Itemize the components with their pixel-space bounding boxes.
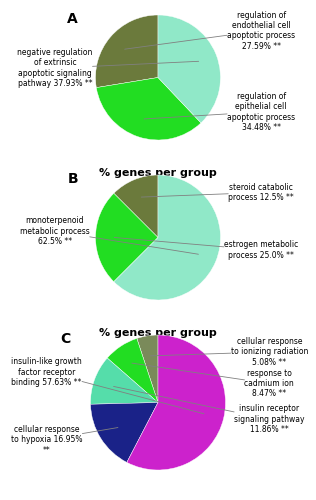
Wedge shape [127, 335, 226, 470]
Text: regulation of
endothelial cell
apoptotic process
27.59% **: regulation of endothelial cell apoptotic… [125, 10, 295, 50]
Wedge shape [90, 358, 158, 404]
Text: steroid catabolic
process 12.5% **: steroid catabolic process 12.5% ** [141, 183, 294, 202]
Wedge shape [107, 338, 158, 402]
Text: A: A [67, 12, 78, 26]
Wedge shape [95, 15, 158, 88]
Text: regulation of
epithelial cell
apoptotic process
34.48% **: regulation of epithelial cell apoptotic … [144, 92, 295, 132]
Text: monoterpenoid
metabolic process
62.5% **: monoterpenoid metabolic process 62.5% ** [20, 216, 198, 254]
Wedge shape [114, 175, 221, 300]
Text: estrogen metabolic
process 25.0% **: estrogen metabolic process 25.0% ** [114, 238, 298, 260]
Wedge shape [90, 402, 158, 462]
Wedge shape [95, 194, 158, 282]
Text: cellular response
to ionizing radiation
5.08% **: cellular response to ionizing radiation … [150, 337, 308, 367]
Wedge shape [96, 78, 201, 140]
Wedge shape [114, 175, 158, 238]
Text: response to
cadmium ion
8.47% **: response to cadmium ion 8.47% ** [132, 363, 294, 398]
Text: C: C [60, 332, 70, 345]
Text: cellular response
to hypoxia 16.95%
**: cellular response to hypoxia 16.95% ** [11, 424, 118, 454]
Text: % genes per group: % genes per group [99, 168, 217, 178]
Text: % genes per group: % genes per group [99, 328, 217, 338]
Text: negative regulation
of extrinsic
apoptotic signaling
pathway 37.93% **: negative regulation of extrinsic apoptot… [17, 48, 199, 88]
Text: B: B [67, 172, 78, 186]
Wedge shape [158, 15, 221, 123]
Text: insulin receptor
signaling pathway
11.86% **: insulin receptor signaling pathway 11.86… [113, 386, 305, 434]
Text: insulin-like growth
factor receptor
binding 57.63% **: insulin-like growth factor receptor bind… [11, 357, 204, 414]
Wedge shape [137, 335, 158, 402]
